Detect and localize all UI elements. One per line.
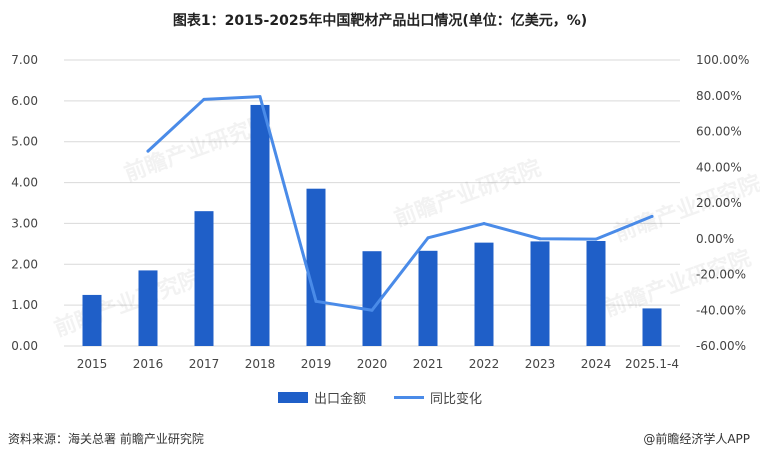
x-tick-label: 2021: [413, 357, 444, 371]
y-left-tick-label: 7.00: [11, 53, 38, 67]
point-yoy-change: [370, 308, 374, 312]
point-yoy-change: [258, 95, 262, 99]
source-note: 资料来源：海关总署 前瞻产业研究院: [8, 432, 204, 446]
chart-title: 图表1：2015-2025年中国靶材产品出口情况(单位：亿美元，%): [172, 13, 588, 29]
y-left-tick-label: 1.00: [11, 298, 38, 312]
point-yoy-change: [650, 214, 654, 218]
y-right-tick-label: 40.00%: [696, 160, 742, 174]
bar-export-value: [530, 241, 550, 346]
bar-export-value: [642, 308, 662, 346]
y-left-tick-label: 6.00: [11, 94, 38, 108]
point-yoy-change: [314, 299, 318, 303]
y-right-tick-label: -20.00%: [696, 268, 746, 282]
bar-export-value: [586, 240, 606, 346]
x-tick-label: 2017: [189, 357, 220, 371]
point-yoy-change: [594, 237, 598, 241]
bar-export-value: [138, 270, 158, 346]
point-yoy-change: [146, 149, 150, 153]
x-tick-label: 2024: [581, 357, 612, 371]
x-tick-label: 2015: [77, 357, 108, 371]
watermark: 前瞻产业研究院: [391, 155, 545, 232]
point-yoy-change: [482, 222, 486, 226]
bar-export-value: [250, 104, 270, 346]
legend-label-yoy-change: 同比变化: [430, 392, 483, 407]
y-left-tick-label: 2.00: [11, 257, 38, 271]
y-right-tick-label: 80.00%: [696, 89, 742, 103]
legend-label-export-value: 出口金额: [313, 392, 366, 407]
legend-line-swatch: [394, 396, 424, 399]
bar-export-value: [474, 242, 494, 346]
point-yoy-change: [426, 236, 430, 240]
point-yoy-change: [538, 237, 542, 241]
bar-export-value: [306, 188, 326, 346]
legend-bar-swatch: [277, 392, 308, 403]
x-tick-label: 2016: [133, 357, 164, 371]
y-right-tick-label: -40.00%: [696, 303, 746, 317]
legend-item-yoy-change: 同比变化: [394, 388, 482, 407]
bar-export-value: [194, 211, 214, 346]
x-tick-label: 2025.1-4: [625, 357, 679, 371]
x-tick-label: 2020: [357, 357, 388, 371]
chart-plot: 0.00 1.00 2.00 3.00 4.00 5.00 6.00 7.00 -60.00% -…: [11, 53, 760, 371]
x-tick-label: 2018: [245, 357, 276, 371]
y-right-tick-label: 20.00%: [696, 196, 742, 210]
y-left-tick-label: 5.00: [11, 135, 38, 149]
x-tick-label: 2022: [469, 357, 500, 371]
x-tick-label: 2019: [301, 357, 332, 371]
y-left-tick-label: 4.00: [11, 176, 38, 190]
y-left-tick-label: 0.00: [11, 339, 38, 353]
y-right-tick-label: 0.00%: [696, 232, 734, 246]
bar-export-value: [362, 251, 382, 346]
y-left-tick-label: 3.00: [11, 216, 38, 230]
bar-export-value: [82, 294, 102, 346]
bar-export-value: [418, 250, 438, 346]
x-tick-label: 2023: [525, 357, 556, 371]
line-yoy-change: [146, 95, 654, 312]
brand-label: @前瞻经济学人APP: [643, 432, 750, 446]
chart-legend: 出口金额 同比变化: [0, 388, 760, 407]
y-right-tick-label: 100.00%: [696, 53, 749, 67]
watermark: 前瞻产业研究院: [51, 265, 205, 342]
y-right-tick-label: 60.00%: [696, 125, 742, 139]
y-right-tick-label: -60.00%: [696, 339, 746, 353]
point-yoy-change: [202, 97, 206, 101]
legend-item-export-value: 出口金额: [277, 388, 366, 407]
